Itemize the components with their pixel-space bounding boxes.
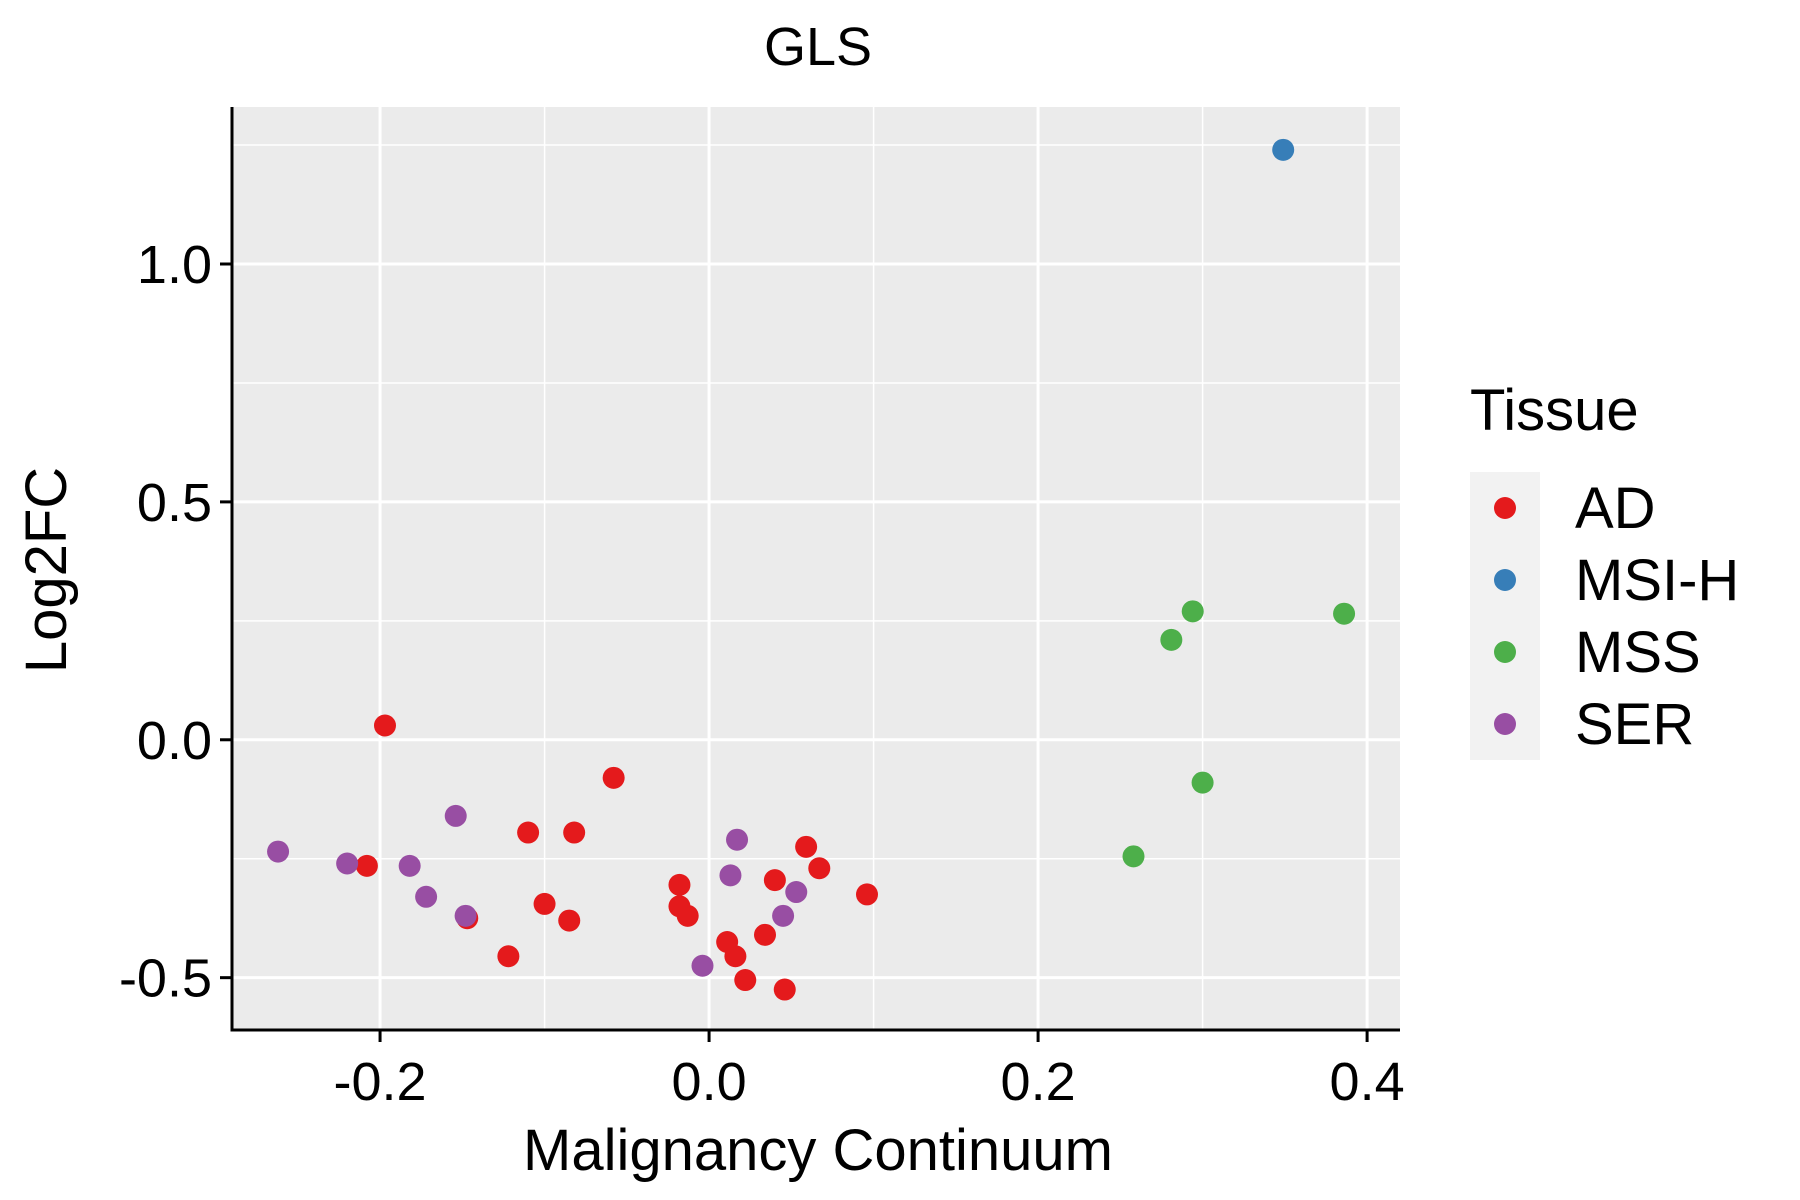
point-ad bbox=[808, 857, 831, 880]
point-ser bbox=[415, 885, 438, 908]
point-ad bbox=[855, 883, 878, 906]
point-ad bbox=[668, 873, 691, 896]
legend: Tissue AD MSI-H MSS SER bbox=[1470, 378, 1739, 760]
legend-label-ad: AD bbox=[1575, 476, 1656, 541]
legend-label-mss: MSS bbox=[1575, 620, 1701, 685]
grid-major bbox=[232, 107, 1400, 1030]
x-tick-label: 0.2 bbox=[1001, 1052, 1076, 1112]
point-ad bbox=[563, 821, 586, 844]
data-points bbox=[267, 138, 1356, 1001]
point-ser bbox=[772, 904, 795, 927]
point-ad bbox=[355, 854, 378, 877]
point-ad bbox=[773, 978, 796, 1001]
point-ser bbox=[267, 840, 290, 863]
point-ser bbox=[785, 881, 808, 904]
legend-title: Tissue bbox=[1470, 378, 1639, 443]
grid-minor bbox=[232, 107, 1400, 1030]
point-ser bbox=[336, 852, 359, 875]
x-tick-label: 0.0 bbox=[672, 1052, 747, 1112]
legend-key-ad bbox=[1494, 497, 1516, 519]
legend-key-mss bbox=[1494, 641, 1516, 663]
point-ad bbox=[676, 904, 699, 927]
legend-key-background bbox=[1470, 472, 1540, 760]
y-axis-label: Log2FC bbox=[14, 467, 79, 673]
point-ad bbox=[558, 909, 581, 932]
point-ad bbox=[763, 869, 786, 892]
point-ad bbox=[602, 766, 625, 789]
point-msi-h bbox=[1272, 138, 1295, 161]
chart-title: GLS bbox=[764, 17, 872, 77]
point-ser bbox=[398, 854, 421, 877]
point-ad bbox=[795, 835, 818, 858]
point-ser bbox=[719, 864, 742, 887]
point-mss bbox=[1333, 602, 1356, 625]
point-ad bbox=[734, 969, 757, 992]
point-mss bbox=[1160, 628, 1183, 651]
x-axis: -0.2 0.0 0.2 0.4 bbox=[334, 1030, 1405, 1112]
y-tick-label: 0.5 bbox=[137, 473, 212, 533]
legend-label-ser: SER bbox=[1575, 692, 1694, 757]
legend-label-msi-h: MSI-H bbox=[1575, 548, 1739, 613]
point-ad bbox=[373, 714, 396, 737]
y-axis: -0.5 0.0 0.5 1.0 bbox=[119, 235, 232, 1009]
point-ad bbox=[754, 923, 777, 946]
x-tick-label: -0.2 bbox=[334, 1052, 427, 1112]
point-ad bbox=[497, 945, 520, 968]
legend-key-msi-h bbox=[1494, 569, 1516, 591]
y-tick-label: -0.5 bbox=[119, 949, 212, 1009]
point-ad bbox=[517, 821, 540, 844]
plot-panel bbox=[232, 107, 1400, 1030]
y-tick-label: 0.0 bbox=[137, 711, 212, 771]
point-ser bbox=[726, 828, 749, 851]
point-mss bbox=[1122, 845, 1145, 868]
legend-key-ser bbox=[1494, 713, 1516, 735]
point-ser bbox=[454, 904, 477, 927]
point-ad bbox=[533, 892, 556, 915]
point-ad bbox=[724, 945, 747, 968]
y-tick-label: 1.0 bbox=[137, 235, 212, 295]
x-axis-label: Malignancy Continuum bbox=[523, 1118, 1113, 1183]
point-mss bbox=[1181, 600, 1204, 623]
point-ser bbox=[444, 804, 467, 827]
x-tick-label: 0.4 bbox=[1330, 1052, 1405, 1112]
point-ser bbox=[691, 954, 714, 977]
point-mss bbox=[1191, 771, 1214, 794]
